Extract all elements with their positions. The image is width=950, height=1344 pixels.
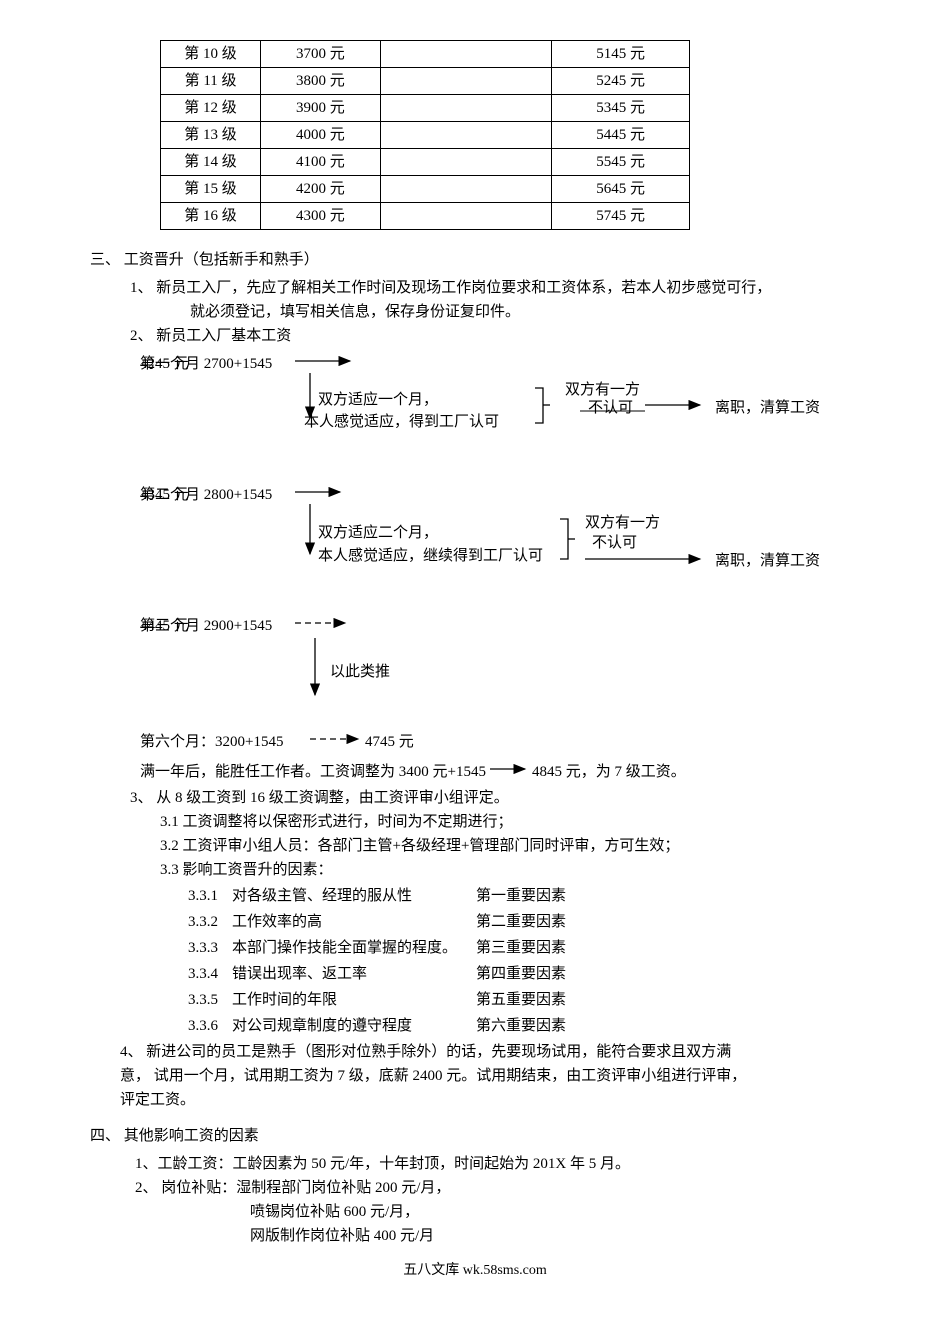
table-cell xyxy=(380,176,551,203)
month6-line: 第六个月：3200+1545 4745 元 xyxy=(140,726,860,756)
month6-total: 4745 元 xyxy=(365,730,414,754)
year-formula: 满一年后，能胜任工作者。工资调整为 3400 元+1545 xyxy=(140,760,486,784)
factor-desc: 工作时间的年限 xyxy=(226,988,468,1012)
factor-row: 3.3.3本部门操作技能全面掌握的程度。第三重要因素 xyxy=(182,936,572,960)
adapt2-l2: 本人感觉适应，继续得到工厂认可 xyxy=(318,544,543,568)
factor-num: 3.3.3 xyxy=(182,936,224,960)
section3-item3-2: 3.2 工资评审小组人员：各部门主管+各级经理+管理部门同时评审，方可生效； xyxy=(160,834,860,858)
section3-item2-head: 2、 新员工入厂基本工资 xyxy=(130,324,860,348)
table-cell: 第 14 级 xyxy=(161,149,261,176)
section3-item3: 3、 从 8 级工资到 16 级工资调整，由工资评审小组评定。 xyxy=(130,786,860,810)
table-cell xyxy=(380,95,551,122)
factor-desc: 本部门操作技能全面掌握的程度。 xyxy=(226,936,468,960)
month6-formula: 第六个月：3200+1545 xyxy=(140,730,283,754)
factor-desc: 对各级主管、经理的服从性 xyxy=(226,884,468,908)
table-row: 第 10 级3700 元 5145 元 xyxy=(161,41,690,68)
salary-level-table: 第 10 级3700 元5145 元第 11 级3800 元5245 元第 12… xyxy=(160,40,690,230)
table-cell xyxy=(380,203,551,230)
section3-item3-3: 3.3 影响工资晋升的因素： xyxy=(160,858,860,882)
table-cell xyxy=(380,41,551,68)
factor-rank: 第五重要因素 xyxy=(470,988,572,1012)
table-cell: 3800 元 xyxy=(261,68,381,95)
adapt1-l1: 双方适应一个月， xyxy=(318,388,438,412)
footer-text: 五八文库 wk.58sms.com xyxy=(90,1260,860,1282)
month2-total: 4345 元 xyxy=(140,483,189,507)
section4-item2: 2、 岗位补贴：湿制程部门岗位补贴 200 元/月， xyxy=(135,1176,860,1200)
table-cell: 3700 元 xyxy=(261,41,381,68)
section3-title: 三、 工资晋升（包括新手和熟手） xyxy=(90,248,860,272)
month1-total: 4245 元 xyxy=(140,352,189,376)
section4-title: 四、 其他影响工资的因素 xyxy=(90,1124,860,1148)
section3-item1: 1、 新员工入厂，先应了解相关工作时间及现场工作岗位要求和工资体系，若本人初步感… xyxy=(130,276,860,300)
table-cell: 第 10 级 xyxy=(161,41,261,68)
table-cell xyxy=(380,149,551,176)
table-row: 第 16 级4300 元 5745 元 xyxy=(161,203,690,230)
etc-label: 以此类推 xyxy=(330,660,390,684)
adapt2-l1: 双方适应二个月， xyxy=(318,521,438,545)
table-cell: 第 13 级 xyxy=(161,122,261,149)
factor-num: 3.3.6 xyxy=(182,1014,224,1038)
table-cell: 5145 元 xyxy=(552,41,690,68)
factor-desc: 错误出现率、返工率 xyxy=(226,962,468,986)
table-cell: 第 15 级 xyxy=(161,176,261,203)
section4-item2-l2: 喷锡岗位补贴 600 元/月， xyxy=(250,1200,860,1224)
factor-row: 3.3.5工作时间的年限第五重要因素 xyxy=(182,988,572,1012)
factor-rank: 第三重要因素 xyxy=(470,936,572,960)
table-cell: 5245 元 xyxy=(552,68,690,95)
table-cell: 第 11 级 xyxy=(161,68,261,95)
table-cell: 5645 元 xyxy=(552,176,690,203)
table-cell: 5445 元 xyxy=(552,122,690,149)
table-cell: 4100 元 xyxy=(261,149,381,176)
factor-rank: 第六重要因素 xyxy=(470,1014,572,1038)
factor-row: 3.3.6对公司规章制度的遵守程度第六重要因素 xyxy=(182,1014,572,1038)
factor-rank: 第二重要因素 xyxy=(470,910,572,934)
year-total: 4845 元，为 7 级工资。 xyxy=(532,760,686,784)
table-cell xyxy=(380,68,551,95)
factor-num: 3.3.5 xyxy=(182,988,224,1012)
section3-item4-l2: 意， 试用一个月，试用期工资为 7 级，底薪 2400 元。试用期结束，由工资评… xyxy=(120,1064,860,1088)
section3-item4-l3: 评定工资。 xyxy=(120,1088,860,1112)
table-row: 第 11 级3800 元 5245 元 xyxy=(161,68,690,95)
month1-flow: 第一个月 2700+1545 4245 元 双方适应一个月， 本人感觉适应，得到… xyxy=(140,348,860,473)
section3-item4-l1: 4、 新进公司的员工是熟手（图形对位熟手除外）的话，先要现场试用，能符合要求且双… xyxy=(120,1040,860,1064)
factors-table: 3.3.1对各级主管、经理的服从性第一重要因素3.3.2工作效率的高第二重要因素… xyxy=(180,882,574,1040)
leave-b: 离职，清算工资 xyxy=(715,549,820,573)
table-cell: 3900 元 xyxy=(261,95,381,122)
disagree2-b: 不认可 xyxy=(592,531,637,555)
table-cell xyxy=(380,122,551,149)
year-line: 满一年后，能胜任工作者。工资调整为 3400 元+1545 4845 元，为 7… xyxy=(140,756,860,786)
factor-desc: 工作效率的高 xyxy=(226,910,468,934)
factor-num: 3.3.1 xyxy=(182,884,224,908)
factor-row: 3.3.2工作效率的高第二重要因素 xyxy=(182,910,572,934)
table-cell: 4300 元 xyxy=(261,203,381,230)
section3-item3-1: 3.1 工资调整将以保密形式进行，时间为不定期进行； xyxy=(160,810,860,834)
table-cell: 4000 元 xyxy=(261,122,381,149)
table-cell: 5545 元 xyxy=(552,149,690,176)
table-cell: 4200 元 xyxy=(261,176,381,203)
factor-num: 3.3.4 xyxy=(182,962,224,986)
table-row: 第 15 级4200 元 5645 元 xyxy=(161,176,690,203)
table-row: 第 13 级4000 元 5445 元 xyxy=(161,122,690,149)
table-row: 第 12 级3900 元 5345 元 xyxy=(161,95,690,122)
table-row: 第 14 级4100 元 5545 元 xyxy=(161,149,690,176)
table-cell: 第 16 级 xyxy=(161,203,261,230)
factor-row: 3.3.4错误出现率、返工率第四重要因素 xyxy=(182,962,572,986)
table-cell: 5745 元 xyxy=(552,203,690,230)
table-cell: 第 12 级 xyxy=(161,95,261,122)
leave-a: 离职，清算工资 xyxy=(715,396,820,420)
table-cell: 5345 元 xyxy=(552,95,690,122)
factor-num: 3.3.2 xyxy=(182,910,224,934)
month3-total: 4445 元 xyxy=(140,614,189,638)
section4-item2-l3: 网版制作岗位补贴 400 元/月 xyxy=(250,1224,860,1248)
factor-desc: 对公司规章制度的遵守程度 xyxy=(226,1014,468,1038)
disagree2-a: 不认可 xyxy=(588,396,633,420)
factor-row: 3.3.1对各级主管、经理的服从性第一重要因素 xyxy=(182,884,572,908)
month3-flow: 第三个月 2900+1545 4445 元 以此类推 xyxy=(140,610,860,720)
adapt1-l2: 本人感觉适应，得到工厂认可 xyxy=(304,410,499,434)
month2-flow: 第二个月 2800+1545 4345 元 双方适应二个月， 本人感觉适应，继续… xyxy=(140,479,860,604)
section3-item1-cont: 就必须登记，填写相关信息，保存身份证复印件。 xyxy=(190,300,860,324)
factor-rank: 第一重要因素 xyxy=(470,884,572,908)
factor-rank: 第四重要因素 xyxy=(470,962,572,986)
section4-item1: 1、工龄工资：工龄因素为 50 元/年，十年封顶，时间起始为 201X 年 5 … xyxy=(135,1152,860,1176)
